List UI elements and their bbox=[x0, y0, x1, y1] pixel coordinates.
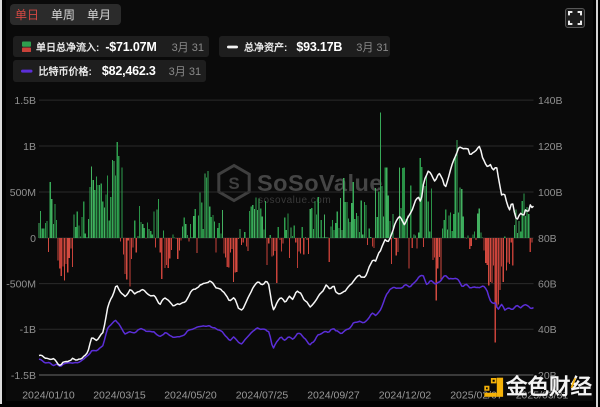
svg-text:40B: 40B bbox=[538, 324, 557, 336]
svg-text:2025/02/07: 2025/02/07 bbox=[450, 390, 503, 402]
svg-text:2024/01/10: 2024/01/10 bbox=[22, 390, 75, 402]
svg-text:60B: 60B bbox=[538, 278, 557, 290]
svg-text:100B: 100B bbox=[538, 187, 563, 199]
svg-text:sosovalue.com: sosovalue.com bbox=[258, 195, 331, 206]
svg-text:1.5B: 1.5B bbox=[14, 95, 36, 107]
svg-text:2024/12/02: 2024/12/02 bbox=[379, 390, 432, 402]
svg-text:20B: 20B bbox=[538, 370, 557, 382]
svg-text:0: 0 bbox=[30, 233, 36, 245]
svg-text:1B: 1B bbox=[23, 141, 36, 153]
svg-text:S: S bbox=[228, 174, 239, 193]
svg-text:-500M: -500M bbox=[6, 278, 36, 290]
svg-text:2024/05/20: 2024/05/20 bbox=[164, 390, 217, 402]
svg-text:120B: 120B bbox=[538, 141, 563, 153]
svg-text:140B: 140B bbox=[538, 95, 563, 107]
svg-text:2024/07/25: 2024/07/25 bbox=[236, 390, 289, 402]
svg-text:500M: 500M bbox=[10, 187, 36, 199]
svg-text:-1B: -1B bbox=[20, 324, 36, 336]
svg-text:2024/09/27: 2024/09/27 bbox=[307, 390, 360, 402]
svg-text:2025/03/31: 2025/03/31 bbox=[516, 390, 569, 402]
svg-text:80B: 80B bbox=[538, 233, 557, 245]
svg-text:2024/03/15: 2024/03/15 bbox=[93, 390, 146, 402]
svg-text:-1.5B: -1.5B bbox=[11, 370, 36, 382]
